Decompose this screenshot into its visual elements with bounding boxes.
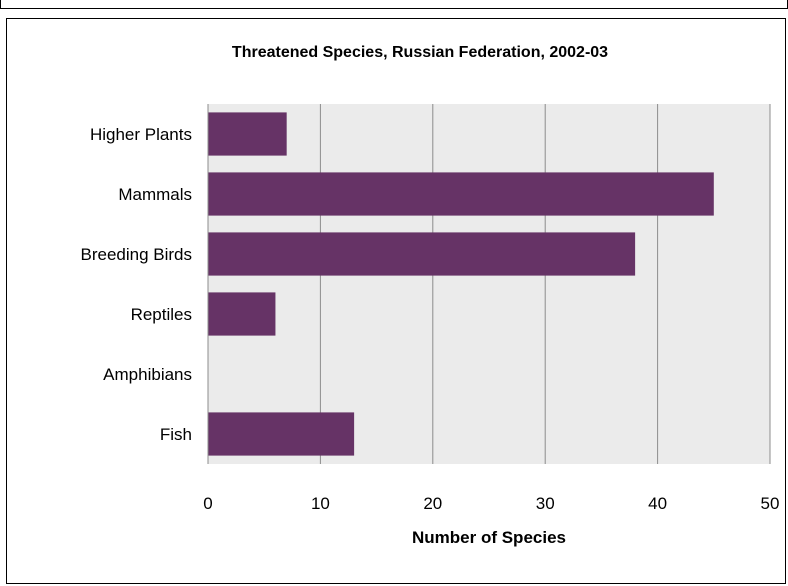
category-label: Amphibians <box>103 365 192 384</box>
plot-area <box>208 104 770 464</box>
x-tick-label: 20 <box>423 494 442 513</box>
x-tick-label: 40 <box>648 494 667 513</box>
category-labels: Higher Plants Mammals Breeding Birds Reptil… <box>80 125 192 444</box>
x-tick-labels: 0 10 20 30 40 50 <box>203 494 779 513</box>
bar-fish <box>208 412 355 456</box>
x-tick-label: 10 <box>311 494 330 513</box>
bar-breeding-birds <box>208 232 636 276</box>
bar-mammals <box>208 172 714 216</box>
x-tick-label: 0 <box>203 494 212 513</box>
category-label: Breeding Birds <box>80 245 192 264</box>
gridlines <box>319 104 771 464</box>
bar-higher-plants <box>208 112 287 156</box>
category-label: Fish <box>160 425 192 444</box>
category-label: Reptiles <box>131 305 192 324</box>
chart-title: Threatened Species, Russian Federation, … <box>232 44 608 61</box>
category-label: Mammals <box>118 185 192 204</box>
x-axis-title: Number of Species <box>412 528 566 547</box>
x-tick-label: 30 <box>536 494 555 513</box>
x-tick-label: 50 <box>761 494 780 513</box>
bar-reptiles <box>208 292 276 336</box>
bars <box>208 112 714 456</box>
category-label: Higher Plants <box>90 125 192 144</box>
